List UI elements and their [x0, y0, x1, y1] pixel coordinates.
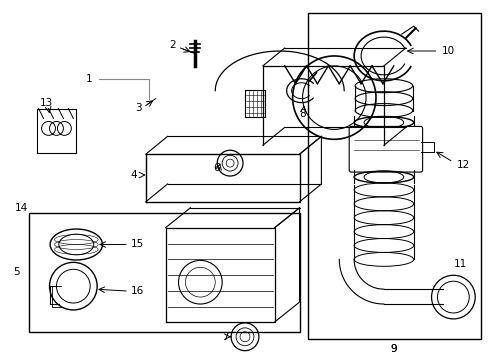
Text: 4: 4 — [130, 170, 137, 180]
Text: 9: 9 — [390, 344, 396, 354]
Bar — [307, 13, 480, 339]
Bar — [29, 213, 299, 332]
Text: 2: 2 — [169, 40, 176, 50]
Text: 6: 6 — [212, 163, 219, 173]
Text: 15: 15 — [131, 239, 144, 249]
Text: 11: 11 — [453, 259, 466, 269]
Text: 3: 3 — [135, 103, 142, 113]
Text: 7: 7 — [222, 332, 228, 342]
Text: 14: 14 — [15, 203, 28, 213]
Text: 10: 10 — [441, 46, 454, 56]
Text: 5: 5 — [14, 267, 20, 277]
Text: 8: 8 — [299, 108, 305, 118]
Text: 13: 13 — [40, 98, 53, 108]
Text: 9: 9 — [390, 344, 396, 354]
FancyBboxPatch shape — [348, 126, 422, 172]
Text: 16: 16 — [131, 286, 144, 296]
Text: 1: 1 — [86, 74, 92, 84]
Text: 12: 12 — [456, 160, 469, 170]
